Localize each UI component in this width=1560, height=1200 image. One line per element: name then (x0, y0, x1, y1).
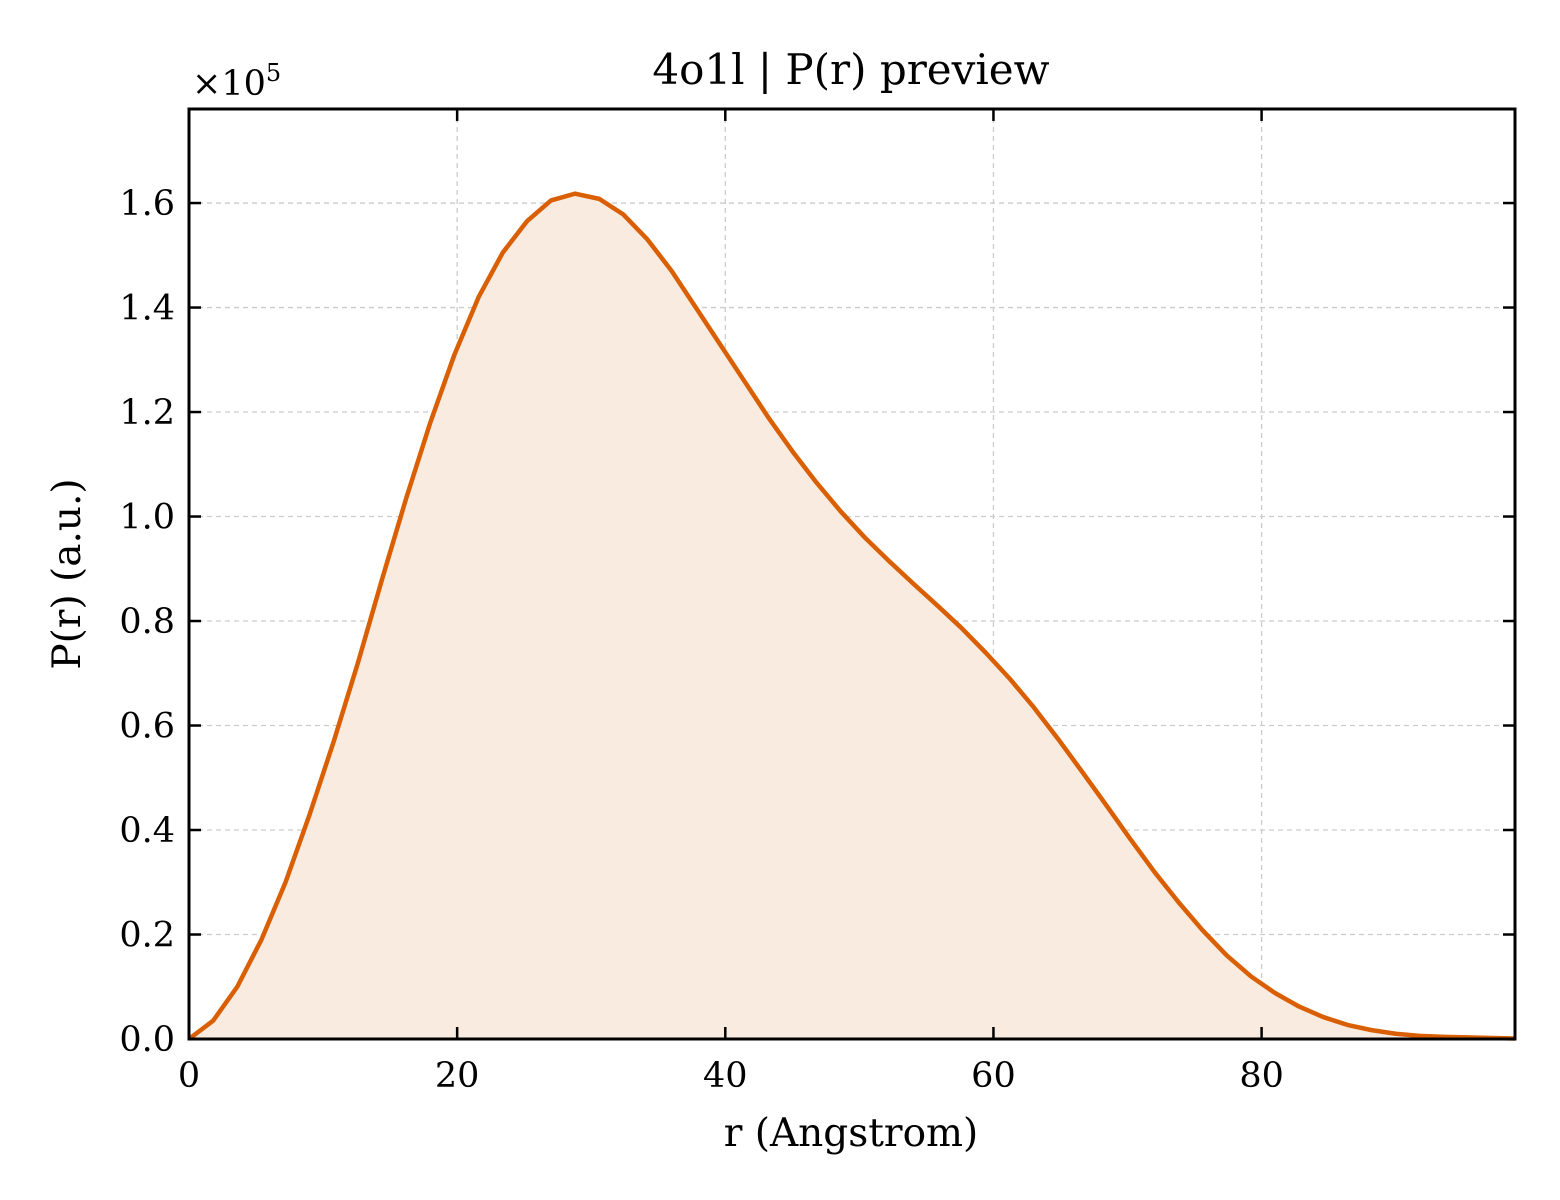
plot-frame (187, 107, 1517, 1041)
y-tick-label: 1.2 (119, 393, 175, 433)
y-axis-title: P(r) (a.u.) (45, 478, 90, 669)
y-tick-label: 0.8 (119, 602, 175, 642)
x-tick-label: 40 (703, 1056, 748, 1096)
x-tick-label: 20 (435, 1056, 480, 1096)
y-tick-label: 1.0 (119, 498, 175, 538)
y-offset-text: ×10 (192, 64, 266, 104)
x-tick-label: 60 (971, 1056, 1016, 1096)
y-tick-label: 1.6 (119, 184, 175, 224)
area-fill (189, 193, 1515, 1039)
tick-labels: 0 20 40 60 80 0.0 0.2 0.4 0.6 0.8 1.0 1.2 1.4 1.6 (119, 184, 1284, 1096)
y-offset-exponent: 5 (266, 59, 281, 87)
x-axis-title: r (Angstrom) (724, 1111, 979, 1156)
y-offset-label: ×105 (192, 59, 281, 104)
y-tick-label: 0.6 (119, 707, 175, 747)
y-tick-label: 1.4 (119, 289, 175, 329)
x-tick-label: 80 (1239, 1056, 1284, 1096)
y-tick-label: 0.4 (119, 811, 175, 851)
chart-title: 4o1l | P(r) preview (652, 45, 1049, 94)
x-tick-label: 0 (178, 1056, 200, 1096)
ticks (187, 109, 1515, 1041)
y-tick-label: 0.0 (119, 1020, 175, 1060)
y-tick-label: 0.2 (119, 916, 175, 956)
series-line (187, 191, 1516, 1041)
